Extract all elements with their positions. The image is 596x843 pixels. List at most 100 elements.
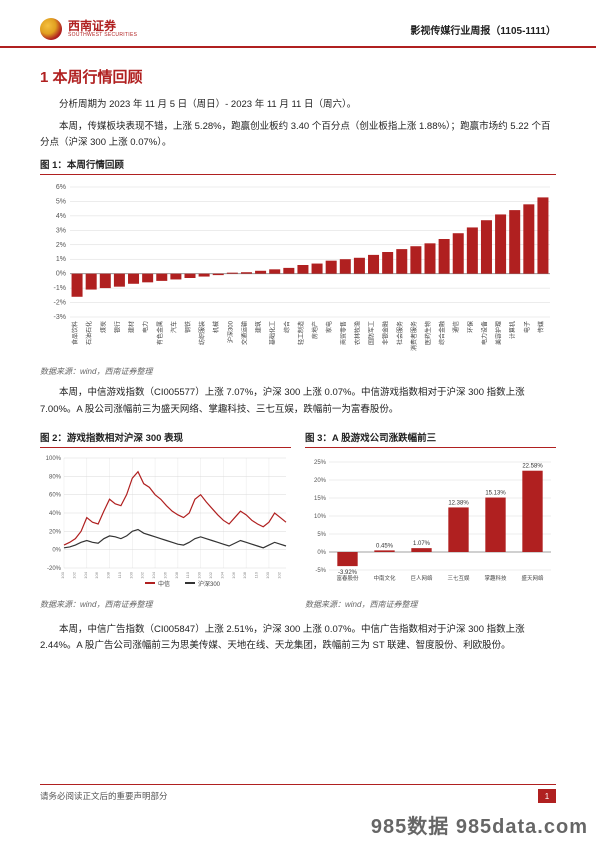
svg-text:银行: 银行 [113, 321, 121, 333]
svg-text:0%: 0% [56, 271, 66, 278]
svg-text:纺织服装: 纺织服装 [198, 321, 206, 345]
svg-text:巨人网络: 巨人网络 [410, 574, 433, 582]
svg-text:有色金属: 有色金属 [156, 321, 164, 345]
company-logo: 西南证券 SOUTHWEST SECURITIES [40, 18, 137, 40]
svg-text:102: 102 [140, 571, 145, 578]
svg-text:轻工制造: 轻工制造 [297, 321, 305, 345]
figure-source: 数据来源：wind，西南证券整理 [305, 599, 556, 610]
svg-text:100: 100 [197, 571, 202, 578]
paragraph: 本周，传媒板块表现不错，上涨 5.28%，跑赢创业板约 3.40 个百分点（创业… [40, 119, 556, 151]
svg-text:社会服务: 社会服务 [396, 321, 404, 345]
svg-text:建材: 建材 [128, 321, 136, 333]
page-footer: 请务必阅读正文后的重要声明部分 1 [40, 784, 556, 803]
footer-disclaimer: 请务必阅读正文后的重要声明部分 [40, 790, 168, 802]
svg-text:15.13%: 15.13% [485, 490, 506, 496]
svg-text:通信: 通信 [452, 321, 460, 333]
svg-text:环保: 环保 [466, 321, 474, 333]
svg-text:100: 100 [60, 571, 65, 578]
svg-text:-2%: -2% [54, 300, 66, 307]
doc-meta: 影视传媒行业周报（1105-1111） [410, 22, 556, 37]
svg-text:电力设备: 电力设备 [480, 321, 488, 345]
svg-text:4%: 4% [56, 213, 66, 220]
logo-icon [40, 18, 62, 40]
svg-text:80%: 80% [49, 474, 62, 480]
paragraph: 本周，中信广告指数（CI005847）上涨 2.51%，沪深 300 上涨 0.… [40, 622, 556, 654]
paragraph: 本周，中信游戏指数（CI005577）上涨 7.07%，沪深 300 上涨 0.… [40, 385, 556, 417]
svg-text:106: 106 [231, 571, 236, 578]
svg-text:电力: 电力 [142, 321, 150, 333]
svg-text:食品饮料: 食品饮料 [71, 321, 79, 345]
svg-text:20%: 20% [314, 478, 327, 484]
svg-text:110: 110 [117, 571, 122, 578]
svg-text:沪深300: 沪深300 [198, 580, 221, 588]
figure3-chart: -5%0%5%10%15%20%25%-3.92%富春股份0.45%中南文化1.… [305, 452, 556, 595]
watermark: 985数据 985data.com [371, 810, 588, 839]
svg-text:104: 104 [219, 571, 224, 578]
svg-text:计算机: 计算机 [509, 321, 517, 339]
svg-text:15%: 15% [314, 496, 327, 502]
svg-text:110: 110 [185, 571, 190, 578]
svg-text:102: 102 [71, 571, 76, 578]
svg-text:-3%: -3% [54, 314, 66, 321]
svg-text:106: 106 [162, 571, 167, 578]
figure-source: 数据来源：wind，西南证券整理 [40, 366, 556, 377]
svg-text:电子: 电子 [523, 321, 531, 333]
svg-text:商贸零售: 商贸零售 [339, 321, 347, 345]
svg-text:5%: 5% [56, 199, 66, 206]
svg-text:农林牧渔: 农林牧渔 [353, 321, 361, 345]
figure-title: 图 2：游戏指数相对沪深 300 表现 [40, 430, 291, 448]
paragraph: 分析周期为 2023 年 11 月 5 日（周日）- 2023 年 11 月 1… [40, 97, 556, 113]
svg-text:40%: 40% [49, 511, 62, 517]
svg-text:三七互娱: 三七互娱 [447, 574, 470, 582]
svg-text:煤炭: 煤炭 [99, 321, 107, 333]
svg-text:100%: 100% [46, 456, 62, 462]
svg-text:110: 110 [254, 571, 259, 578]
svg-text:0%: 0% [52, 547, 61, 553]
section-title: 1 本周行情回顾 [40, 66, 556, 87]
svg-text:房地产: 房地产 [311, 321, 319, 339]
svg-text:中信: 中信 [158, 580, 170, 588]
figure1-chart: -3%-2%-1%0%1%2%3%4%5%6%食品饮料石油石化煤炭银行建材电力有… [40, 179, 556, 362]
svg-text:-5%: -5% [315, 568, 326, 574]
svg-text:100: 100 [128, 571, 133, 578]
figure2-chart: -20%0%20%40%60%80%100%100102104106108110… [40, 452, 291, 595]
svg-text:美容护理: 美容护理 [495, 321, 503, 345]
page-header: 西南证券 SOUTHWEST SECURITIES 影视传媒行业周报（1105-… [0, 0, 596, 48]
svg-text:中南文化: 中南文化 [373, 574, 396, 582]
svg-text:108: 108 [106, 571, 111, 578]
svg-text:104: 104 [151, 571, 156, 578]
svg-text:3%: 3% [56, 228, 66, 235]
svg-text:-20%: -20% [47, 566, 62, 572]
figure-title: 图 1：本周行情回顾 [40, 157, 556, 175]
svg-text:100: 100 [265, 571, 270, 578]
svg-text:建筑: 建筑 [255, 321, 263, 333]
svg-text:20%: 20% [49, 529, 62, 535]
svg-text:基础化工: 基础化工 [269, 321, 277, 345]
svg-text:102: 102 [276, 571, 281, 578]
svg-text:盛天网络: 盛天网络 [521, 574, 544, 582]
svg-text:综合金融: 综合金融 [438, 321, 446, 345]
svg-text:传媒: 传媒 [537, 321, 545, 333]
svg-text:汽车: 汽车 [170, 321, 178, 333]
svg-text:非银金融: 非银金融 [382, 321, 390, 345]
svg-text:22.58%: 22.58% [522, 463, 543, 469]
svg-text:5%: 5% [317, 532, 326, 538]
svg-text:医药生物: 医药生物 [424, 321, 432, 345]
svg-text:108: 108 [174, 571, 179, 578]
svg-text:1.07%: 1.07% [413, 541, 431, 547]
svg-text:0%: 0% [317, 550, 326, 556]
svg-text:综合: 综合 [283, 321, 291, 333]
svg-text:消费者服务: 消费者服务 [410, 321, 418, 351]
figure-title: 图 3：A 股游戏公司涨跌幅前三 [305, 430, 556, 448]
svg-text:1%: 1% [56, 257, 66, 264]
svg-text:10%: 10% [314, 514, 327, 520]
svg-text:家电: 家电 [325, 321, 333, 333]
svg-text:沪深300: 沪深300 [226, 321, 234, 344]
figure-source: 数据来源：wind，西南证券整理 [40, 599, 291, 610]
svg-text:机械: 机械 [212, 321, 220, 333]
svg-text:6%: 6% [56, 184, 66, 191]
svg-text:钢铁: 钢铁 [184, 321, 192, 333]
company-name-en: SOUTHWEST SECURITIES [68, 32, 137, 38]
svg-text:25%: 25% [314, 460, 327, 466]
svg-text:交通运输: 交通运输 [240, 321, 248, 345]
